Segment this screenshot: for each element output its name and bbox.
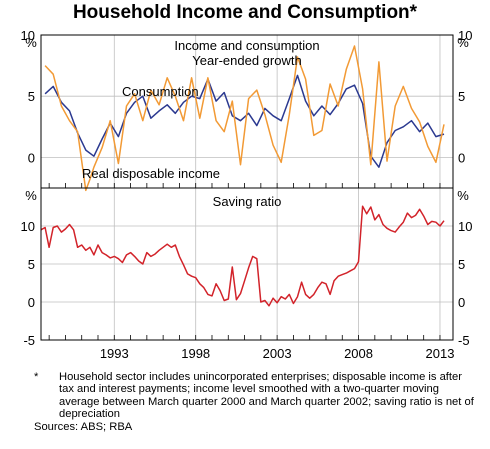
footnote-mark: *	[34, 371, 39, 383]
ytick-left-label: 0	[28, 150, 35, 165]
panel-title-income-consumption: Income and consumption	[174, 38, 319, 53]
panel-subtitle: Year-ended growth	[192, 53, 301, 68]
ytick-left-label: 5	[28, 257, 35, 272]
ytick-right-label: 0	[458, 150, 465, 165]
sources-note: Sources: ABS; RBA	[34, 420, 133, 433]
series-line-real-disposable-income	[44, 45, 445, 192]
y-unit-right: %	[457, 188, 469, 203]
footnote-text: Household sector includes unincorporated…	[59, 371, 474, 421]
ytick-left-label: 0	[28, 295, 35, 310]
xtick-label-1993: 1993	[100, 346, 129, 361]
xtick-label-2013: 2013	[426, 346, 455, 361]
footnotes: * Household sector includes unincorporat…	[34, 371, 474, 433]
ytick-right-label: 10	[458, 219, 472, 234]
footnote: * Household sector includes unincorporat…	[34, 371, 474, 421]
panel-income-consumption: 10 10 5 5 0 0% % Income and consumptionYear-end…	[21, 28, 472, 192]
ytick-right-label: 10	[458, 28, 472, 43]
ytick-left-label: -5	[23, 333, 35, 348]
y-unit-right: %	[457, 35, 469, 50]
series-label-consumption: Consumption	[122, 84, 199, 99]
series-label-real-disposable-income: Real disposable income	[82, 166, 220, 181]
ytick-right-label: -5	[458, 333, 470, 348]
xtick-label-1998: 1998	[181, 346, 210, 361]
ytick-right-label: 5	[458, 89, 465, 104]
xtick-label-2003: 2003	[263, 346, 292, 361]
figure-title: Household Income and Consumption*	[72, 2, 418, 23]
y-unit-left: %	[25, 188, 37, 203]
ytick-right-label: 0	[458, 295, 465, 310]
panel-frames	[40, 34, 454, 341]
series-line-saving-ratio	[40, 205, 445, 307]
ytick-left-label: 10	[21, 219, 35, 234]
xtick-label-2008: 2008	[344, 346, 373, 361]
panel-saving-ratio: 10 10 5 5 0 0 -5 -5% % Saving ratio 1993 1998 2003 20…	[21, 188, 472, 361]
ytick-left-label: 10	[21, 28, 35, 43]
panel-title-saving-ratio: Saving ratio	[213, 194, 282, 209]
y-unit-left: %	[25, 35, 37, 50]
chart-svg: 10 10 5 5 0 0% % Income and consumptionYear-end…	[21, 28, 473, 361]
ytick-left-label: 5	[28, 89, 35, 104]
ytick-right-label: 5	[458, 257, 465, 272]
